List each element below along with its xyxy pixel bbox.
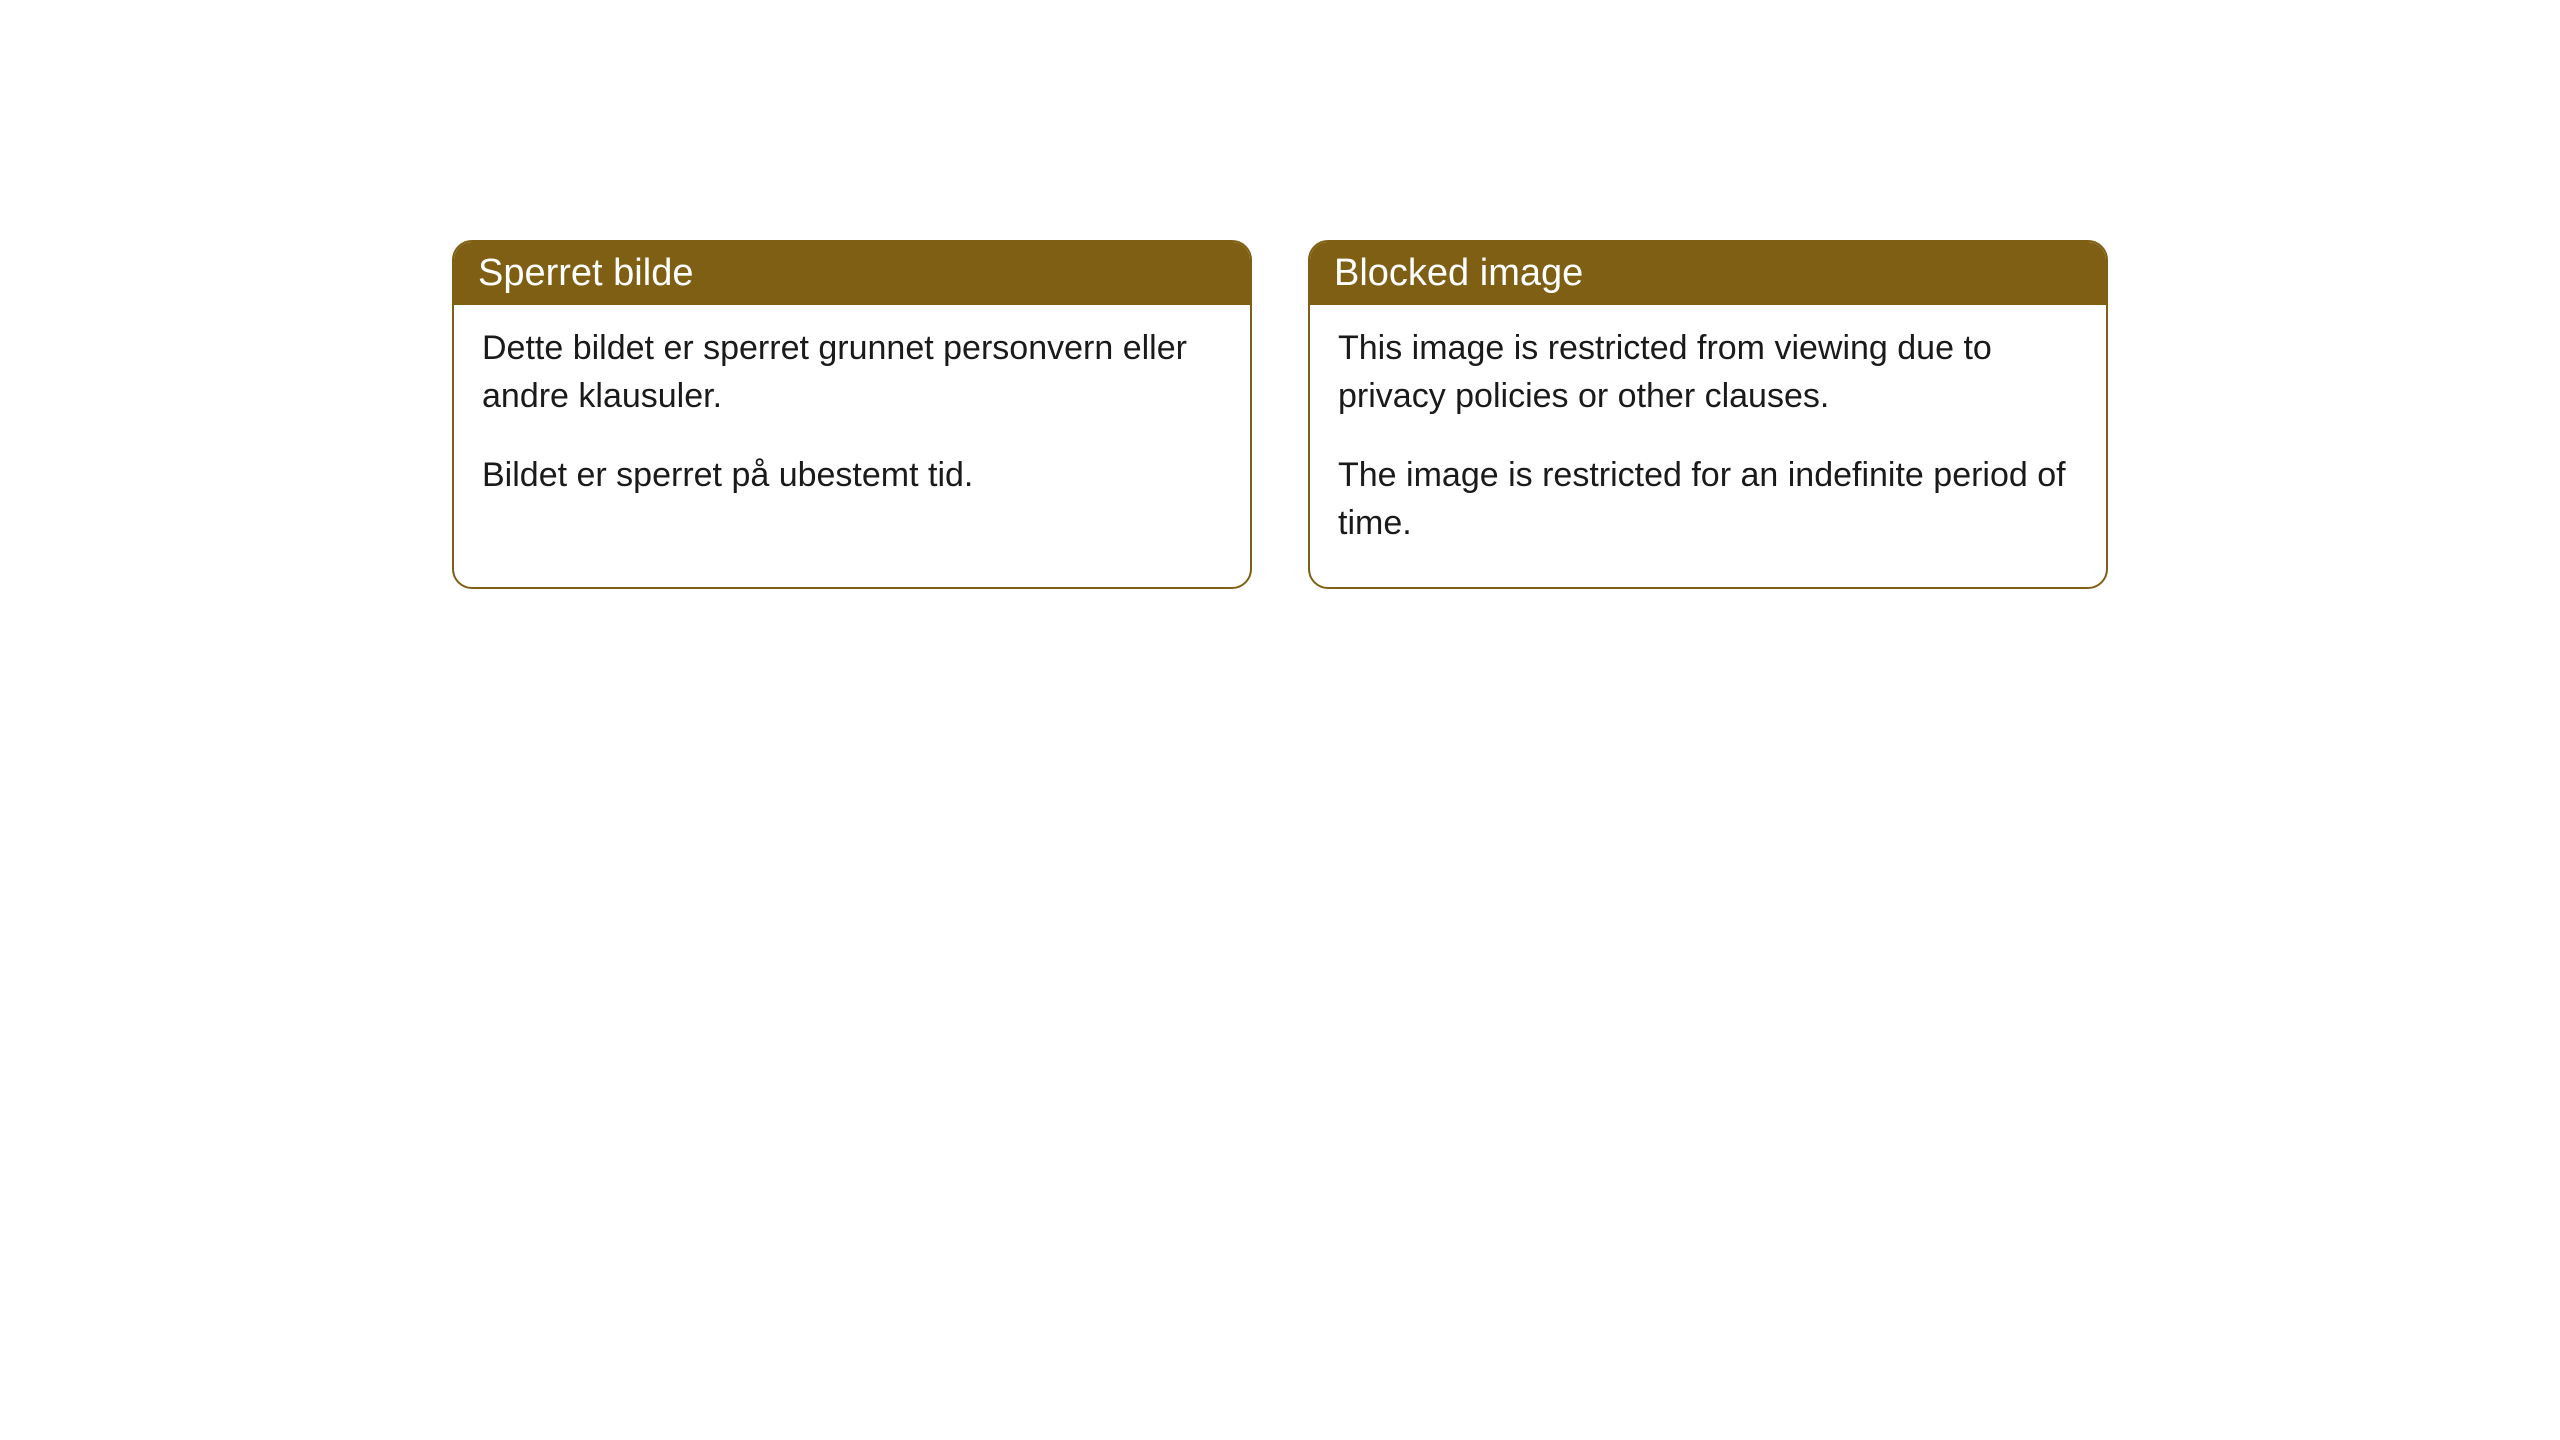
cards-container: Sperret bilde Dette bildet er sperret gr… [0,240,2560,589]
card-body: Dette bildet er sperret grunnet personve… [454,305,1250,540]
card-text-line-2: The image is restricted for an indefinit… [1338,452,2078,547]
card-header: Blocked image [1310,242,2106,305]
blocked-image-card-english: Blocked image This image is restricted f… [1308,240,2108,589]
card-header: Sperret bilde [454,242,1250,305]
card-title: Sperret bilde [478,252,693,294]
card-text-line-1: Dette bildet er sperret grunnet personve… [482,325,1222,420]
card-text-line-1: This image is restricted from viewing du… [1338,325,2078,420]
blocked-image-card-norwegian: Sperret bilde Dette bildet er sperret gr… [452,240,1252,589]
card-title: Blocked image [1334,252,1583,294]
card-body: This image is restricted from viewing du… [1310,305,2106,587]
card-text-line-2: Bildet er sperret på ubestemt tid. [482,452,1222,500]
